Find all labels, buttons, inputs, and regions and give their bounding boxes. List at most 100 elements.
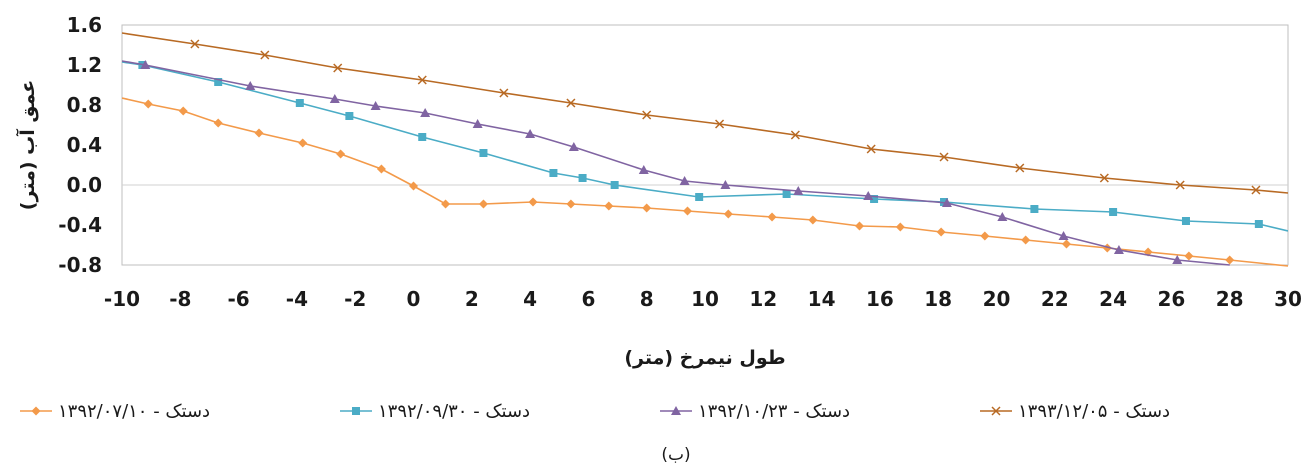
plot-frame — [121, 24, 1289, 266]
data-point — [863, 191, 874, 200]
data-point — [418, 133, 427, 141]
data-point — [1030, 205, 1039, 213]
x-tick-label: 22 — [1041, 287, 1069, 311]
x-tick-label: 28 — [1216, 287, 1244, 311]
y-tick-label: 1.6 — [67, 13, 102, 37]
x-tick-label: 6 — [581, 287, 595, 311]
data-point — [695, 193, 704, 201]
series-line — [122, 32, 1288, 194]
x-tick-label: 24 — [1099, 287, 1127, 311]
data-point — [370, 101, 381, 110]
data-point — [997, 212, 1008, 221]
data-point — [528, 197, 538, 207]
x-tick-label: -10 — [104, 287, 140, 311]
data-point — [720, 180, 731, 189]
data-point — [854, 221, 864, 231]
data-point — [980, 231, 990, 241]
data-point — [790, 130, 800, 140]
data-point — [417, 75, 427, 85]
series-line — [122, 61, 1288, 232]
data-point — [213, 118, 223, 128]
data-point — [939, 152, 949, 162]
x-tick-label: 0 — [407, 287, 421, 311]
data-point — [715, 119, 725, 129]
data-point — [336, 149, 346, 159]
data-point — [140, 60, 151, 69]
y-axis-ticks: 1.6 1.2 0.8 0.4 0.0 -0.4 -0.8 — [58, 13, 102, 277]
data-point — [566, 199, 576, 209]
data-point — [1251, 185, 1261, 195]
y-tick-label: -0.4 — [58, 213, 102, 237]
x-tick-label: 4 — [523, 287, 537, 311]
data-point — [638, 165, 649, 174]
data-point — [478, 199, 488, 209]
data-point — [870, 195, 879, 203]
data-point — [295, 99, 304, 107]
data-point — [679, 176, 690, 185]
data-point — [143, 99, 153, 109]
data-point — [1181, 217, 1190, 225]
x-tick-label: -8 — [169, 287, 191, 311]
x-tick-label: 30 — [1274, 287, 1302, 311]
data-point — [499, 88, 509, 98]
data-point — [409, 181, 418, 191]
data-point — [941, 198, 952, 207]
figure-caption: (ب) — [661, 445, 690, 465]
legend-item: دستک - ۱۳۹۳/۱۲/۰۵ — [980, 401, 1170, 422]
data-point — [642, 203, 652, 213]
x-tick-label: 26 — [1157, 287, 1185, 311]
data-point — [479, 149, 488, 157]
data-point — [610, 181, 619, 189]
data-point — [472, 119, 483, 128]
legend: دستک - ۱۳۹۲/۰۷/۱۰ دستک - ۱۳۹۲/۰۹/۳۰ دستک -… — [20, 401, 1170, 422]
data-point — [723, 209, 733, 219]
x-tick-label: -6 — [227, 287, 249, 311]
y-tick-label: 1.2 — [67, 53, 102, 77]
legend-marker — [671, 406, 681, 415]
data-point — [441, 199, 451, 209]
x-tick-label: -2 — [344, 287, 366, 311]
legend-label: دستک - ۱۳۹۲/۰۹/۳۰ — [378, 401, 530, 422]
x-tick-label: 12 — [749, 287, 777, 311]
data-point — [1058, 231, 1069, 240]
data-point — [1184, 251, 1194, 261]
data-point — [1254, 220, 1263, 228]
data-point — [683, 206, 693, 216]
data-point — [578, 174, 587, 182]
y-axis-title: عمق آب (متر) — [15, 80, 39, 210]
legend-item: دستک - ۱۳۹۲/۰۹/۳۰ — [340, 401, 530, 422]
data-point — [1113, 245, 1124, 254]
x-tick-label: 8 — [640, 287, 654, 311]
x-tick-label: 2 — [465, 287, 479, 311]
data-point — [604, 201, 614, 211]
data-point — [782, 190, 791, 198]
y-tick-label: 0.0 — [67, 173, 102, 197]
data-point — [1099, 173, 1109, 183]
series-3 — [122, 60, 1230, 266]
data-point — [260, 50, 270, 60]
x-axis-title: طول نیمرخ (متر) — [624, 347, 785, 369]
legend-item: دستک - ۱۳۹۲/۱۰/۲۳ — [660, 401, 850, 422]
data-point — [895, 222, 905, 232]
data-point — [1225, 255, 1235, 265]
data-point — [1175, 180, 1185, 190]
data-point — [245, 81, 256, 90]
data-point — [329, 94, 340, 103]
series-4 — [122, 32, 1288, 195]
data-point — [420, 108, 431, 117]
legend-marker — [991, 406, 1001, 416]
data-point — [333, 63, 343, 73]
data-point — [566, 98, 576, 108]
x-tick-label: 16 — [866, 287, 894, 311]
x-axis-ticks: -10 -8 -6 -4 -2 0 2 4 6 8 10 12 14 16 18 20 22 24 26 28 30 — [104, 287, 1302, 311]
legend-label: دستک - ۱۳۹۲/۱۰/۲۳ — [698, 401, 850, 422]
data-point — [642, 110, 652, 120]
data-point — [936, 227, 946, 237]
series-line — [122, 60, 1230, 266]
x-tick-label: -4 — [286, 287, 308, 311]
legend-item: دستک - ۱۳۹۲/۰۷/۱۰ — [20, 401, 210, 422]
x-tick-label: 14 — [808, 287, 836, 311]
series-2 — [122, 61, 1288, 232]
x-tick-label: 10 — [691, 287, 719, 311]
